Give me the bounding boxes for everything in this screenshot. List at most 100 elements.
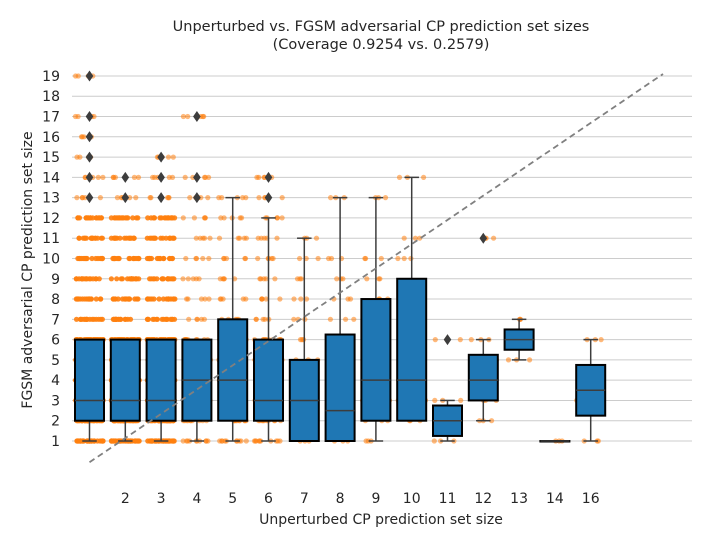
point xyxy=(185,296,191,302)
point xyxy=(131,174,137,180)
point xyxy=(77,255,83,262)
box-group-6 xyxy=(253,171,284,442)
y-tick-label-1: 1 xyxy=(51,434,60,450)
box xyxy=(217,318,249,422)
point xyxy=(151,215,157,221)
point xyxy=(364,276,370,282)
point xyxy=(186,316,192,322)
diagonal-reference-line xyxy=(88,73,664,464)
outlier-marker xyxy=(85,171,94,183)
point xyxy=(202,215,208,221)
outlier-marker xyxy=(193,192,201,204)
point xyxy=(216,235,223,241)
y-tick-label-12: 12 xyxy=(42,211,60,227)
outlier-marker xyxy=(121,171,130,183)
point xyxy=(133,195,139,201)
point xyxy=(491,235,497,241)
point xyxy=(135,438,141,444)
x-tick-label-14: 14 xyxy=(546,491,564,507)
point xyxy=(135,215,141,221)
box xyxy=(467,353,499,402)
y-tick-label-18: 18 xyxy=(42,89,60,105)
point xyxy=(112,296,118,302)
point xyxy=(291,296,297,302)
outlier-marker xyxy=(479,232,488,244)
box xyxy=(396,277,428,422)
point xyxy=(198,296,205,302)
point xyxy=(156,296,162,302)
outlier-marker xyxy=(443,334,452,346)
point xyxy=(117,235,123,241)
point xyxy=(458,397,464,403)
point xyxy=(165,276,171,282)
point xyxy=(114,195,120,201)
outlier-marker xyxy=(264,171,273,183)
point xyxy=(432,397,438,403)
box-group-2 xyxy=(109,171,141,442)
x-tick-label-5: 5 xyxy=(228,491,237,507)
point xyxy=(489,418,495,424)
box xyxy=(253,338,284,422)
point xyxy=(77,154,83,160)
y-tick-label-10: 10 xyxy=(42,251,60,267)
point xyxy=(432,337,438,343)
point xyxy=(241,235,247,241)
point xyxy=(378,255,384,262)
point xyxy=(125,215,131,221)
point xyxy=(273,438,279,444)
box-group-11 xyxy=(432,334,463,442)
point xyxy=(242,255,249,262)
point xyxy=(257,276,263,282)
point xyxy=(124,276,130,282)
point xyxy=(136,276,142,282)
point xyxy=(169,174,176,180)
point xyxy=(148,438,154,444)
point xyxy=(98,296,104,302)
box-group-9 xyxy=(360,196,392,442)
point xyxy=(251,438,258,444)
point xyxy=(253,316,259,322)
point xyxy=(218,215,224,221)
point xyxy=(79,195,85,201)
point xyxy=(82,174,88,180)
x-tick-label-13: 13 xyxy=(510,491,528,507)
x-tick-label-9: 9 xyxy=(371,491,380,507)
point xyxy=(74,195,80,201)
point xyxy=(431,438,437,444)
point xyxy=(159,276,166,282)
point xyxy=(169,235,175,241)
point xyxy=(97,215,103,221)
point xyxy=(150,174,156,180)
point xyxy=(89,255,95,262)
point xyxy=(158,235,164,241)
point xyxy=(90,215,96,221)
chart-title: Unperturbed vs. FGSM adversarial CP pred… xyxy=(173,19,590,35)
point xyxy=(299,337,305,343)
point xyxy=(187,195,193,201)
point xyxy=(291,316,297,322)
point xyxy=(382,195,389,201)
point xyxy=(127,195,133,201)
point xyxy=(168,316,174,322)
box xyxy=(360,298,392,422)
point xyxy=(219,438,225,444)
point xyxy=(395,255,401,262)
point xyxy=(127,296,133,302)
point xyxy=(148,276,154,282)
outlier-marker xyxy=(85,131,94,143)
y-tick-label-9: 9 xyxy=(51,272,60,288)
point xyxy=(130,215,136,221)
point xyxy=(166,195,172,201)
boxplots xyxy=(74,70,607,443)
point xyxy=(72,113,79,120)
point xyxy=(190,276,196,282)
point xyxy=(315,255,321,262)
outlier-marker xyxy=(264,192,273,204)
point xyxy=(119,276,125,282)
point xyxy=(363,255,369,262)
x-tick-label-2: 2 xyxy=(121,491,130,507)
point xyxy=(81,255,88,262)
point xyxy=(95,174,101,180)
